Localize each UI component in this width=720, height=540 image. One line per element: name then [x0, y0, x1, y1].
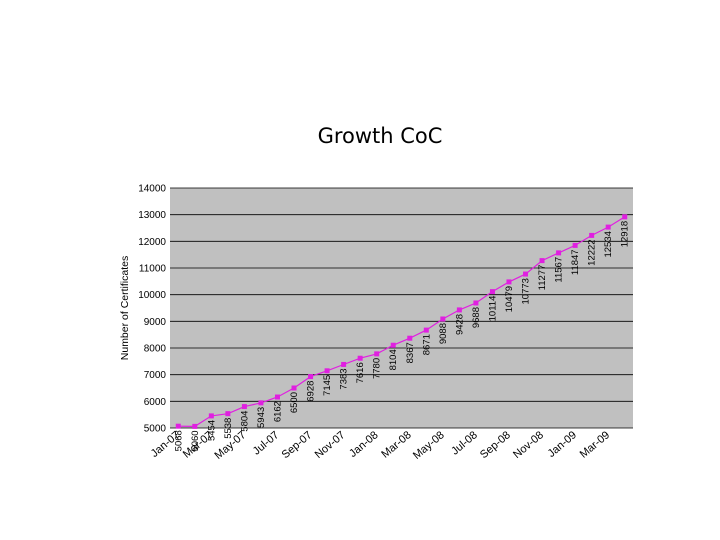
- data-label: 11277: [537, 265, 548, 291]
- data-label: 8367: [405, 342, 416, 363]
- data-point: [539, 258, 545, 264]
- data-label: 5538: [223, 418, 234, 439]
- data-label: 10479: [504, 286, 515, 312]
- data-point: [440, 316, 446, 322]
- data-label: 5804: [239, 411, 250, 432]
- data-point: [489, 289, 495, 295]
- data-point: [572, 242, 578, 248]
- data-label: 5454: [206, 420, 217, 441]
- data-point: [407, 335, 413, 341]
- data-labels: 5068 5060 5454 5538 5804 5943 6162 6500 6928 7145…: [173, 221, 630, 452]
- x-tick-label: Sep-08: [478, 429, 513, 461]
- data-point: [225, 411, 231, 417]
- data-label: 7383: [339, 368, 350, 389]
- y-tick-label: 12000: [138, 237, 166, 248]
- x-tick-label: Jul-08: [449, 429, 480, 457]
- data-label: 9088: [438, 323, 449, 344]
- data-label: 6500: [289, 392, 300, 413]
- data-point: [192, 423, 198, 429]
- chart-title: Growth CoC: [317, 124, 443, 148]
- x-tick-label: May-08: [411, 429, 447, 462]
- data-label: 5068: [173, 430, 184, 451]
- data-point: [456, 307, 462, 313]
- data-label: 7780: [372, 358, 383, 379]
- y-tick-label: 7000: [144, 370, 167, 381]
- y-tick-label: 11000: [139, 264, 167, 275]
- x-tick-label: Jul-07: [251, 429, 282, 457]
- data-point: [523, 271, 529, 277]
- data-point: [208, 413, 214, 419]
- plot-area: [170, 188, 633, 428]
- data-label: 5943: [256, 407, 267, 428]
- x-tick-label: Mar-08: [379, 429, 413, 461]
- data-label: 10114: [487, 296, 498, 322]
- data-label: 12918: [620, 221, 631, 247]
- y-axis-ticks: 5000 6000 7000 8000 9000 10000 11000 12000 13000…: [138, 184, 166, 435]
- series-line: [178, 216, 626, 428]
- data-label: 10773: [521, 278, 532, 304]
- x-tick-label: Sep-07: [280, 429, 315, 461]
- data-point: [390, 342, 396, 348]
- data-label: 7616: [355, 362, 366, 383]
- data-point: [308, 374, 314, 380]
- x-tick-label: Mar-09: [578, 429, 612, 461]
- data-label: 8104: [388, 349, 399, 370]
- data-label: 9428: [454, 314, 465, 335]
- y-tick-label: 8000: [144, 344, 167, 355]
- data-label: 12534: [603, 231, 614, 257]
- gridlines: [170, 187, 633, 429]
- x-tick-label: Jan-08: [347, 429, 380, 460]
- data-point: [423, 327, 429, 333]
- data-label: 6162: [272, 401, 283, 422]
- data-point: [274, 394, 280, 400]
- y-tick-label: 10000: [138, 290, 166, 301]
- data-label: 11567: [554, 257, 565, 283]
- data-label: 6928: [306, 381, 317, 402]
- x-tick-label: Nov-08: [511, 429, 546, 461]
- data-point: [324, 368, 330, 374]
- data-label: 9688: [471, 307, 482, 328]
- data-label: 8671: [421, 334, 432, 355]
- data-point: [473, 300, 479, 306]
- data-point: [357, 355, 363, 361]
- data-point: [258, 400, 264, 406]
- y-tick-label: 5000: [144, 424, 167, 435]
- data-label: 7145: [322, 375, 333, 396]
- data-point: [556, 250, 562, 256]
- data-point: [589, 232, 595, 238]
- y-tick-label: 13000: [138, 210, 166, 221]
- data-point: [605, 224, 611, 230]
- series: [175, 214, 628, 429]
- data-point: [175, 423, 181, 429]
- y-tick-label: 14000: [138, 184, 166, 195]
- data-point: [341, 361, 347, 367]
- data-label: 5060: [190, 430, 201, 451]
- x-tick-label: Jan-09: [546, 429, 579, 460]
- y-tick-label: 6000: [144, 397, 167, 408]
- data-point: [241, 404, 247, 410]
- data-point: [374, 351, 380, 357]
- data-point: [506, 279, 512, 285]
- data-label: 12222: [587, 239, 598, 265]
- data-point: [622, 214, 628, 220]
- y-axis-label: Number of Certificates: [119, 256, 131, 360]
- x-tick-label: Nov-07: [313, 429, 348, 461]
- y-tick-label: 9000: [144, 317, 167, 328]
- data-label: 11847: [570, 249, 581, 275]
- data-point: [291, 385, 297, 391]
